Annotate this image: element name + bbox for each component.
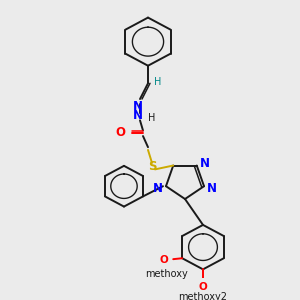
- Text: methoxy2: methoxy2: [178, 292, 227, 300]
- Text: S: S: [148, 160, 156, 173]
- Text: N: N: [133, 100, 143, 113]
- Text: O: O: [199, 282, 207, 292]
- Text: H: H: [148, 112, 155, 123]
- Text: O: O: [160, 255, 168, 265]
- Text: N: N: [133, 109, 143, 122]
- Text: N: N: [200, 157, 210, 170]
- Text: N: N: [153, 182, 163, 195]
- Text: methoxy: methoxy: [145, 269, 188, 279]
- Text: N: N: [207, 182, 217, 195]
- Text: H: H: [154, 77, 161, 87]
- Text: O: O: [115, 126, 125, 139]
